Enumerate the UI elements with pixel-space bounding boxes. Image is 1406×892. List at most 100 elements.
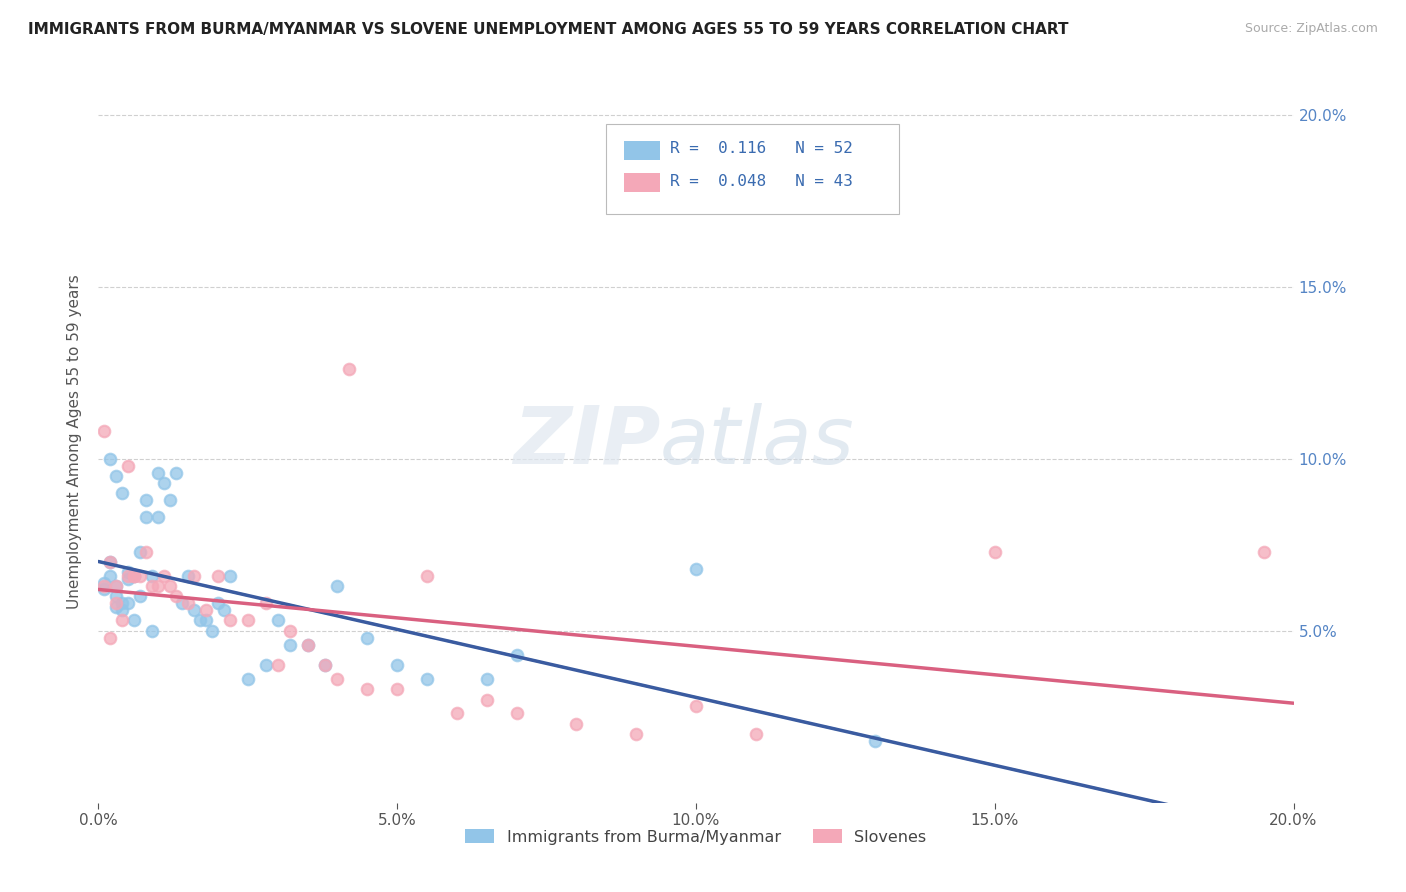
Point (105, 590, 128, 604)
Point (129, 568, 152, 582)
Point (148, 510, 170, 524)
Point (98, 631, 122, 645)
Point (129, 544, 152, 558)
Point (93, 575, 115, 590)
Point (339, 362, 361, 376)
Point (416, 568, 439, 582)
Point (416, 672, 439, 686)
Point (105, 579, 128, 593)
Point (117, 596, 139, 610)
Point (236, 614, 259, 628)
Point (865, 734, 887, 748)
Point (124, 568, 146, 582)
Point (117, 566, 139, 580)
Point (135, 493, 157, 508)
Point (148, 466, 170, 480)
Point (183, 568, 205, 582)
Point (475, 672, 498, 686)
Point (506, 706, 529, 721)
Point (207, 596, 229, 610)
Point (105, 596, 128, 610)
Point (98, 555, 122, 569)
Point (93, 579, 115, 593)
Point (219, 568, 242, 582)
Point (685, 699, 707, 714)
Point (141, 579, 163, 593)
Point (297, 638, 319, 652)
Text: R =  0.116   N = 52: R = 0.116 N = 52 (669, 142, 852, 156)
Point (124, 614, 146, 628)
Point (297, 638, 319, 652)
Point (267, 658, 290, 673)
Point (153, 475, 176, 490)
Bar (624, 141, 661, 160)
Point (446, 706, 468, 721)
Point (105, 469, 128, 483)
Point (124, 568, 146, 582)
Point (111, 614, 134, 628)
Point (506, 648, 529, 662)
Point (183, 603, 205, 617)
Point (98, 555, 122, 569)
Point (326, 672, 349, 686)
Text: atlas: atlas (661, 402, 855, 481)
Point (117, 568, 139, 582)
Point (117, 458, 139, 473)
Point (267, 614, 290, 628)
Point (565, 716, 588, 731)
Point (356, 631, 378, 645)
Point (117, 572, 139, 586)
Point (159, 493, 181, 508)
Point (111, 596, 134, 610)
Point (111, 486, 134, 500)
Bar (624, 173, 661, 193)
Point (356, 682, 378, 697)
Point (141, 568, 163, 582)
Point (93, 582, 115, 597)
Point (177, 596, 200, 610)
Point (105, 599, 128, 614)
Text: Source: ZipAtlas.com: Source: ZipAtlas.com (1244, 22, 1378, 36)
Point (135, 544, 157, 558)
Point (195, 614, 218, 628)
Point (159, 579, 181, 593)
Point (188, 614, 211, 628)
Text: ZIP: ZIP (513, 402, 661, 481)
Point (315, 658, 337, 673)
Point (385, 658, 409, 673)
Point (254, 596, 277, 610)
Point (135, 510, 157, 524)
Point (124, 568, 146, 582)
Legend: Immigrants from Burma/Myanmar, Slovenes: Immigrants from Burma/Myanmar, Slovenes (457, 821, 935, 853)
Point (212, 603, 235, 617)
Point (177, 568, 200, 582)
Point (1253, 544, 1275, 558)
Point (195, 603, 218, 617)
Point (685, 562, 707, 576)
Point (278, 638, 301, 652)
Point (165, 590, 187, 604)
Point (315, 658, 337, 673)
FancyBboxPatch shape (606, 124, 900, 214)
Point (984, 544, 1007, 558)
Point (98, 451, 122, 466)
Point (207, 568, 229, 582)
Point (236, 672, 259, 686)
Point (98, 568, 122, 582)
Point (278, 624, 301, 638)
Text: IMMIGRANTS FROM BURMA/MYANMAR VS SLOVENE UNEMPLOYMENT AMONG AGES 55 TO 59 YEARS : IMMIGRANTS FROM BURMA/MYANMAR VS SLOVENE… (28, 22, 1069, 37)
Text: R =  0.048   N = 43: R = 0.048 N = 43 (669, 174, 852, 189)
Point (93, 424, 115, 438)
Point (326, 579, 349, 593)
Point (626, 727, 648, 741)
Point (254, 658, 277, 673)
Point (745, 727, 768, 741)
Point (129, 590, 152, 604)
Point (385, 682, 409, 697)
Point (165, 466, 187, 480)
Y-axis label: Unemployment Among Ages 55 to 59 years: Unemployment Among Ages 55 to 59 years (67, 274, 83, 609)
Point (111, 603, 134, 617)
Point (219, 614, 242, 628)
Point (172, 596, 194, 610)
Point (148, 579, 170, 593)
